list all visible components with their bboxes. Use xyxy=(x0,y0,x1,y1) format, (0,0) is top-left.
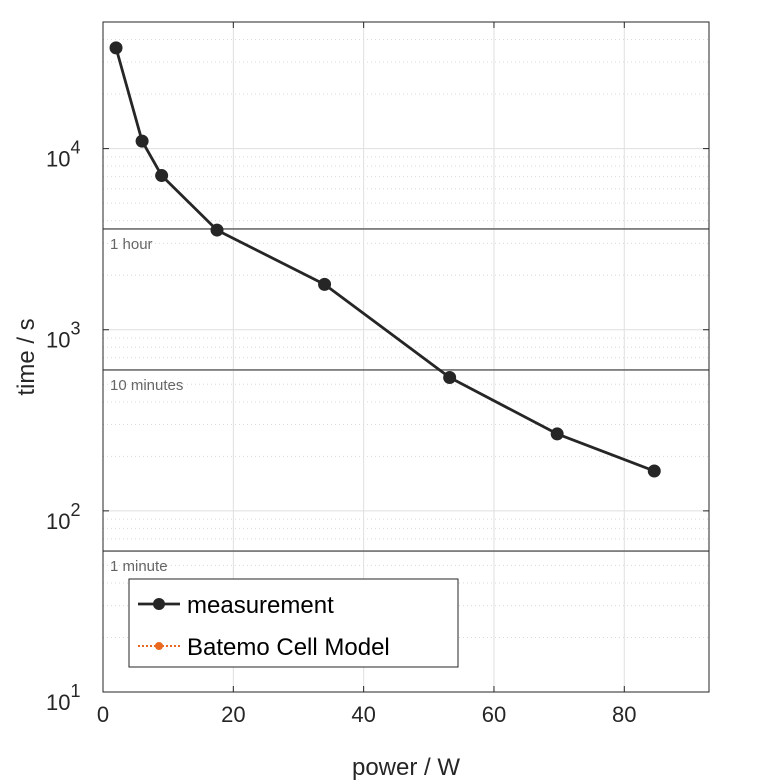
reference-line-label: 10 minutes xyxy=(110,377,183,394)
legend-box xyxy=(128,578,459,668)
y-tick-label-base: 10 xyxy=(46,509,70,534)
x-tick-label: 20 xyxy=(221,702,245,727)
data-point xyxy=(210,223,224,237)
data-point xyxy=(155,169,169,183)
y-tick-label-base: 10 xyxy=(46,147,70,172)
legend-marker-batemo-cell-model xyxy=(155,642,163,650)
data-point xyxy=(443,370,457,384)
y-tick-label-exponent: 2 xyxy=(70,500,80,520)
legend-marker-measurement xyxy=(153,598,165,610)
legend-label-measurement: measurement xyxy=(187,592,334,619)
plot-frame xyxy=(102,21,710,693)
y-tick-label: 101 xyxy=(46,681,81,715)
data-point xyxy=(109,41,123,55)
minor-grid xyxy=(103,21,709,638)
x-tick-label: 60 xyxy=(482,702,506,727)
series-line xyxy=(114,47,655,473)
legend-label-batemo-cell-model: Batemo Cell Model xyxy=(187,634,390,661)
x-tick-label: 80 xyxy=(612,702,636,727)
reference-line-label: 1 hour xyxy=(110,236,153,253)
y-tick-label-base: 10 xyxy=(46,690,70,715)
legend: measurement Batemo Cell Model xyxy=(128,578,459,668)
y-tick-label: 104 xyxy=(46,138,81,172)
data-point xyxy=(550,427,564,441)
y-tick-label: 102 xyxy=(46,500,81,534)
y-tick-label-exponent: 3 xyxy=(70,319,80,339)
x-axis-label: power / W xyxy=(352,754,460,781)
reference-line-label: 1 minute xyxy=(110,558,168,575)
x-axis-ticks: 0 20 40 60 80 xyxy=(97,22,637,727)
series-layer xyxy=(109,41,661,478)
y-axis-label: time / s xyxy=(13,318,40,395)
x-tick-label: 40 xyxy=(351,702,375,727)
y-tick-label: 103 xyxy=(46,319,81,353)
y-tick-label-exponent: 1 xyxy=(70,681,80,701)
y-tick-label-base: 10 xyxy=(46,328,70,353)
reference-lines: 1 hour 10 minutes 1 minute xyxy=(103,228,709,575)
y-tick-label-exponent: 4 xyxy=(70,138,80,158)
data-point xyxy=(318,277,332,291)
data-point xyxy=(647,464,661,478)
x-tick-label: 0 xyxy=(97,702,109,727)
data-point xyxy=(135,134,149,148)
